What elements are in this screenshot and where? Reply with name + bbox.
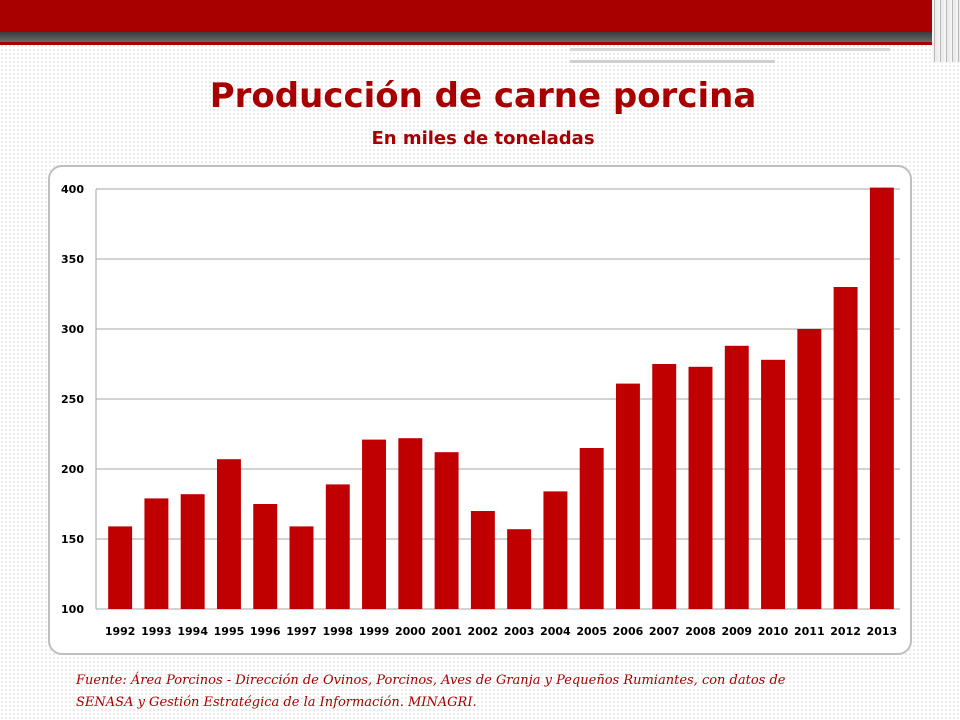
bar — [180, 494, 205, 609]
y-tick-label: 250 — [61, 393, 84, 406]
slide-title: Producción de carne porcina — [209, 76, 757, 116]
bar — [615, 383, 640, 609]
x-tick-label: 2008 — [685, 625, 716, 638]
x-tick-label: 1994 — [177, 625, 208, 638]
x-tick-label: 2010 — [758, 625, 789, 638]
x-tick-label: 1995 — [214, 625, 245, 638]
bar — [652, 364, 677, 609]
header-accent-line — [0, 42, 960, 45]
bar — [325, 484, 350, 609]
bar — [833, 287, 858, 609]
decorative-line — [570, 48, 890, 51]
bar — [507, 529, 532, 609]
bar — [688, 366, 713, 609]
y-tick-label: 350 — [61, 253, 84, 266]
decorative-line — [570, 60, 775, 63]
bar — [579, 448, 604, 609]
bar — [398, 438, 423, 609]
x-tick-label: 2002 — [468, 625, 499, 638]
bar — [470, 511, 495, 609]
bar — [797, 329, 822, 609]
bar — [216, 459, 241, 609]
x-tick-label: 1996 — [250, 625, 281, 638]
x-tick-label: 1998 — [322, 625, 353, 638]
x-tick-label: 1993 — [141, 625, 172, 638]
x-tick-label: 1992 — [105, 625, 136, 638]
y-tick-label: 200 — [61, 463, 84, 476]
x-tick-label: 2000 — [395, 625, 426, 638]
x-tick-label: 2007 — [649, 625, 680, 638]
x-tick-label: 1999 — [359, 625, 390, 638]
footnote-line-2: SENASA y Gestión Estratégica de la Infor… — [76, 695, 477, 710]
x-tick-label: 2009 — [721, 625, 752, 638]
bar — [108, 526, 133, 609]
slide-subtitle: En miles de toneladas — [371, 128, 595, 149]
y-tick-label: 400 — [61, 183, 84, 196]
y-tick-label: 300 — [61, 323, 84, 336]
bar — [724, 345, 749, 609]
header-bar — [0, 0, 960, 32]
chart-panel: 100 150 200 250 300 350 400 1992 1993 1994 1995 199… — [48, 165, 912, 655]
x-tick-label: 2001 — [431, 625, 462, 638]
bar — [869, 187, 894, 609]
bar — [543, 491, 568, 609]
bar — [761, 359, 786, 609]
x-tick-label: 2011 — [794, 625, 825, 638]
x-tick-label: 2006 — [613, 625, 644, 638]
y-tick-label: 100 — [61, 603, 84, 616]
x-tick-label: 2004 — [540, 625, 571, 638]
bar-chart: 100 150 200 250 300 350 400 1992 1993 1994 1995 199… — [61, 183, 900, 638]
x-tick-label: 1997 — [286, 625, 317, 638]
bar — [144, 498, 169, 609]
x-tick-label: 2005 — [576, 625, 607, 638]
bar — [253, 504, 278, 609]
x-tick-label: 2003 — [504, 625, 535, 638]
x-tick-label: 2012 — [830, 625, 861, 638]
x-tick-label: 2013 — [867, 625, 898, 638]
source-footnote: Fuente: Área Porcinos - Dirección de Ovi… — [76, 670, 896, 714]
bar — [362, 439, 387, 609]
footnote-line-1: Fuente: Área Porcinos - Dirección de Ovi… — [76, 673, 786, 688]
bar — [434, 452, 459, 609]
header-shadow — [0, 32, 960, 42]
y-tick-label: 150 — [61, 533, 84, 546]
decorative-stripes — [932, 0, 960, 62]
bar — [289, 526, 314, 609]
